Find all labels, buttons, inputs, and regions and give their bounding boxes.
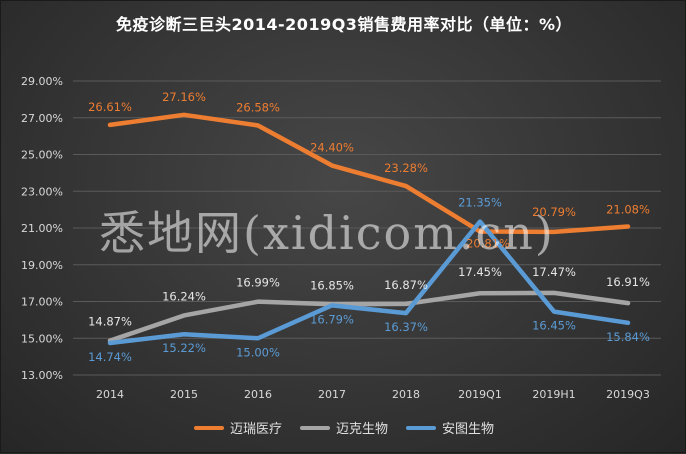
y-tick-label: 25.00% (21, 149, 63, 162)
x-tick-label: 2019H1 (532, 388, 575, 401)
x-tick-label: 2018 (392, 388, 420, 401)
data-label: 16.24% (162, 289, 206, 303)
data-label: 15.84% (606, 330, 650, 344)
data-label: 24.40% (310, 141, 354, 155)
legend-swatch-autobio (406, 426, 436, 430)
y-tick-label: 29.00% (21, 75, 63, 88)
y-axis: 13.00% 15.00% 17.00% 19.00% 21.00% 23.00% 25.0… (21, 75, 63, 382)
watermark: 悉地网(xidicom.cn) (99, 197, 555, 263)
x-tick-label: 2014 (96, 388, 124, 401)
y-tick-label: 15.00% (21, 332, 63, 345)
legend-swatch-maccura (300, 426, 330, 430)
x-tick-label: 2019Q3 (606, 388, 650, 401)
data-label: 26.58% (236, 100, 280, 114)
y-tick-label: 23.00% (21, 185, 63, 198)
data-label: 21.08% (606, 203, 650, 217)
data-label: 15.22% (162, 341, 206, 355)
legend-label-maccura: 迈克生物 (336, 418, 388, 437)
x-tick-label: 2015 (170, 388, 198, 401)
data-label: 27.16% (162, 90, 206, 104)
y-tick-label: 21.00% (21, 222, 63, 235)
y-tick-label: 13.00% (21, 369, 63, 382)
data-label: 16.79% (310, 312, 354, 326)
legend-label-autobio: 安图生物 (442, 418, 494, 437)
legend-swatch-mindray (194, 426, 224, 430)
x-axis: 2014 2015 2016 2017 2018 2019Q1 2019H1 2019Q3 (96, 388, 650, 401)
data-label: 16.99% (236, 276, 280, 290)
legend-item-autobio: 安图生物 (406, 418, 494, 437)
x-tick-label: 2019Q1 (458, 388, 502, 401)
legend-label-mindray: 迈瑞医疗 (230, 418, 282, 437)
legend-item-maccura: 迈克生物 (300, 418, 388, 437)
data-label: 16.45% (532, 319, 576, 333)
data-label: 16.87% (384, 278, 428, 292)
y-tick-label: 17.00% (21, 296, 63, 309)
data-label: 14.74% (88, 350, 132, 364)
data-label: 16.37% (384, 320, 428, 334)
data-label: 17.47% (532, 265, 576, 279)
x-tick-label: 2016 (244, 388, 272, 401)
legend: 迈瑞医疗 迈克生物 安图生物 (1, 418, 686, 437)
data-label: 16.91% (606, 275, 650, 289)
data-label: 17.45% (458, 265, 502, 279)
data-label: 26.61% (88, 100, 132, 114)
data-label: 14.87% (88, 315, 132, 329)
data-label: 15.00% (236, 345, 280, 359)
y-tick-label: 19.00% (21, 259, 63, 272)
legend-item-mindray: 迈瑞医疗 (194, 418, 282, 437)
x-tick-label: 2017 (318, 388, 346, 401)
data-label: 16.85% (310, 278, 354, 292)
y-tick-label: 27.00% (21, 112, 63, 125)
data-label: 23.28% (384, 161, 428, 175)
